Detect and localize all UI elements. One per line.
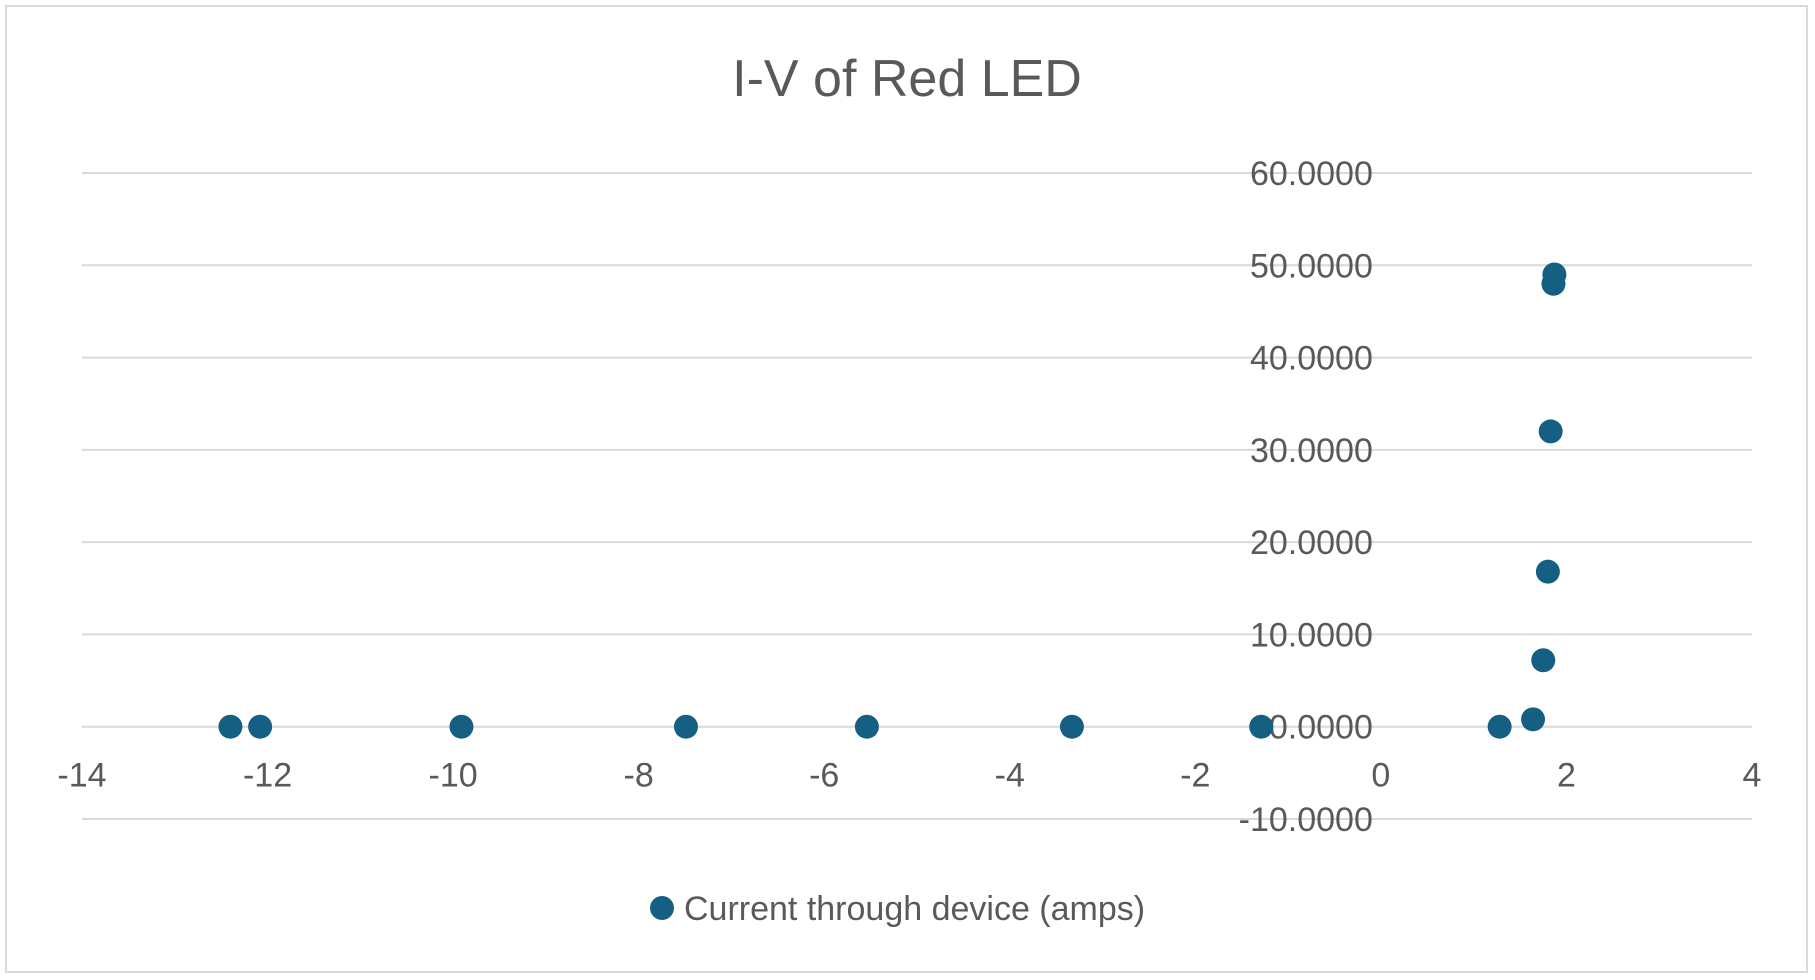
x-tick-label: -6 xyxy=(809,757,839,795)
y-tick-label: 50.0000 xyxy=(1250,247,1373,285)
data-points xyxy=(218,262,1567,739)
y-axis-tick-labels: -10.0000 0.0000 10.0000 20.0000 30.0000 40.00… xyxy=(1239,155,1373,839)
gridlines xyxy=(82,172,1752,820)
x-tick-label: 0 xyxy=(1371,757,1390,795)
y-tick-label: 40.0000 xyxy=(1250,340,1373,378)
x-tick-label: -10 xyxy=(429,757,478,795)
data-point xyxy=(248,714,273,739)
data-point xyxy=(673,714,698,739)
x-tick-label: -2 xyxy=(1180,757,1210,795)
y-tick-label: 30.0000 xyxy=(1250,432,1373,470)
legend-label: Current through device (amps) xyxy=(684,890,1145,928)
y-tick-label: 0.0000 xyxy=(1269,709,1373,747)
x-tick-label: -12 xyxy=(243,757,292,795)
chart-frame xyxy=(5,5,1808,973)
x-axis-tick-labels: -14 -12 -10 -8 -6 -4 -2 0 2 4 xyxy=(57,757,1761,795)
y-tick-label: 10.0000 xyxy=(1250,616,1373,654)
data-point xyxy=(1531,648,1556,673)
x-tick-label: 2 xyxy=(1557,757,1576,795)
chart-title: I-V of Red LED xyxy=(732,50,1082,108)
y-tick-label: 60.0000 xyxy=(1250,155,1373,193)
legend: Current through device (amps) xyxy=(650,890,1145,928)
data-point xyxy=(1535,559,1560,584)
data-point xyxy=(1538,419,1563,444)
data-point xyxy=(1487,714,1512,739)
x-tick-label: -14 xyxy=(57,757,106,795)
legend-marker xyxy=(650,896,674,920)
data-point xyxy=(854,714,879,739)
data-point xyxy=(1521,707,1546,732)
data-point xyxy=(1249,714,1274,739)
data-point xyxy=(449,714,474,739)
x-tick-label: 4 xyxy=(1743,757,1762,795)
x-tick-label: -8 xyxy=(624,757,654,795)
data-point xyxy=(1542,262,1567,287)
x-tick-label: -4 xyxy=(995,757,1025,795)
data-point xyxy=(218,714,243,739)
y-tick-label: -10.0000 xyxy=(1239,801,1373,839)
y-tick-label: 20.0000 xyxy=(1250,524,1373,562)
data-point xyxy=(1059,714,1084,739)
